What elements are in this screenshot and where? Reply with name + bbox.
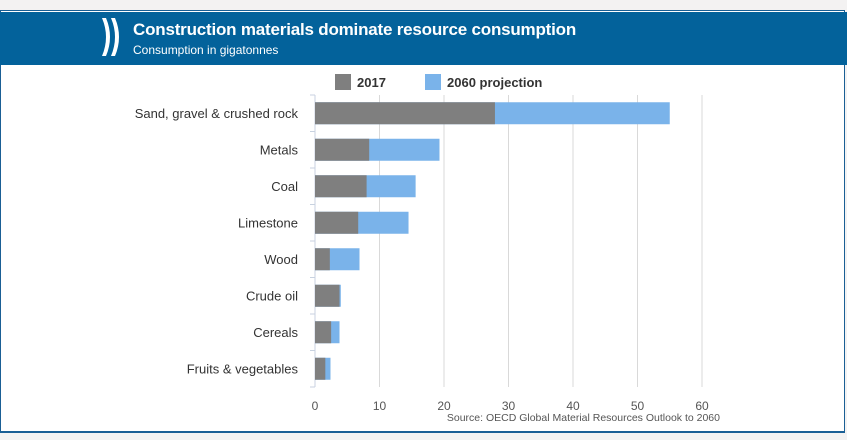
x-tick-label: 50 (631, 399, 645, 413)
bar-2017 (315, 211, 359, 234)
legend-label: 2060 projection (447, 75, 542, 90)
bar-2017 (315, 284, 340, 307)
category-label: Metals (260, 142, 299, 157)
bar-2017 (315, 102, 495, 125)
bar-2017 (315, 175, 367, 198)
x-tick-label: 20 (437, 399, 451, 413)
category-label: Fruits & vegetables (187, 361, 299, 376)
chart-card (0, 10, 845, 433)
oecd-logo-icon (102, 18, 119, 56)
legend-swatch-2017 (335, 74, 351, 90)
chart-header (0, 12, 847, 65)
category-label: Sand, gravel & crushed rock (135, 106, 299, 121)
category-label: Crude oil (246, 288, 298, 303)
x-tick-label: 40 (566, 399, 580, 413)
chart-title: Construction materials dominate resource… (133, 20, 577, 39)
legend-label: 2017 (357, 75, 386, 90)
source-note: Source: OECD Global Material Resources O… (447, 412, 720, 424)
category-label: Limestone (238, 215, 298, 230)
x-tick-label: 30 (502, 399, 516, 413)
x-tick-label: 0 (312, 399, 319, 413)
bar-2017 (315, 357, 326, 380)
category-label: Cereals (253, 325, 298, 340)
x-tick-label: 10 (373, 399, 387, 413)
category-label: Coal (271, 179, 298, 194)
category-label: Wood (264, 252, 298, 267)
bar-2017 (315, 138, 370, 161)
x-tick-label: 60 (695, 399, 709, 413)
bar-2017 (315, 321, 332, 344)
bar-2017 (315, 248, 330, 271)
chart-subtitle: Consumption in gigatonnes (133, 43, 279, 57)
legend-swatch-2060 (425, 74, 441, 90)
